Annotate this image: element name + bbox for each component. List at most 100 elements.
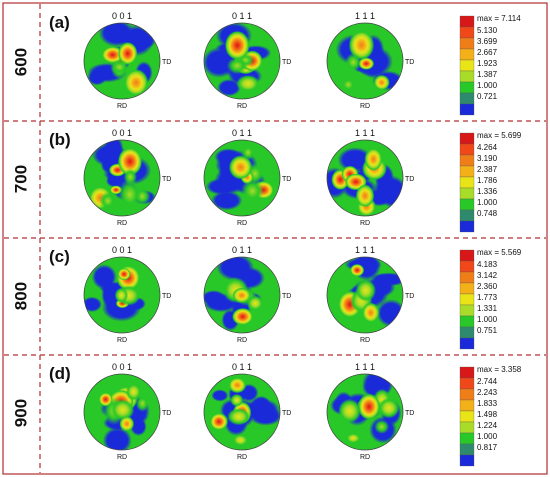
color-scale-swatch <box>459 92 475 105</box>
pole-figure-111: 1 1 1 TD RD <box>326 128 414 227</box>
pole-figure-001: 0 0 1 TD RD <box>83 362 171 461</box>
intensity-map <box>327 257 403 333</box>
pole-figure-outline <box>83 373 161 451</box>
legend-max-value: max = 3.358 <box>477 365 522 374</box>
color-scale-swatch <box>459 399 475 412</box>
td-axis-label: TD <box>282 410 291 417</box>
intensity-map <box>204 374 280 450</box>
color-scale-swatch <box>459 176 475 189</box>
color-scale-swatch <box>459 366 475 379</box>
td-axis-label: TD <box>162 59 171 66</box>
legend-level-value: 2.387 <box>477 165 498 174</box>
td-axis-label: TD <box>282 293 291 300</box>
row-600: 600 (a) 0 0 1 TD RD 0 1 1 TD RD 1 1 1 TD RD max = 7… <box>11 11 521 116</box>
pole-figure-outline <box>326 139 404 217</box>
pole-label: 0 1 1 <box>232 245 252 255</box>
color-scale-swatch <box>459 443 475 456</box>
color-scale-swatch <box>459 282 475 295</box>
legend-level-value: 5.130 <box>477 26 498 35</box>
pole-figure-011: 0 1 1 TD RD <box>203 128 291 227</box>
color-scale-swatch <box>459 326 475 339</box>
intensity-map <box>84 23 160 99</box>
color-scale-swatch <box>459 388 475 401</box>
intensity-map <box>84 374 160 450</box>
color-scale-swatch <box>459 103 475 116</box>
rd-axis-label: RD <box>360 103 370 110</box>
legend-level-value: 2.667 <box>477 48 498 57</box>
legend-level-value: 1.923 <box>477 59 498 68</box>
pole-figure-001: 0 0 1 TD RD <box>83 128 171 227</box>
color-scale-swatch <box>459 70 475 83</box>
row-700: 700 (b) 0 0 1 TD RD 0 1 1 TD RD 1 1 1 TD RD max = 5… <box>11 128 522 233</box>
color-scale-swatch <box>459 377 475 390</box>
color-scale-swatch <box>459 198 475 211</box>
pole-figure-outline <box>83 139 161 217</box>
color-scale-swatch <box>459 15 475 28</box>
pole-label: 1 1 1 <box>355 362 375 372</box>
rd-axis-label: RD <box>237 103 247 110</box>
legend-level-value: 2.744 <box>477 377 498 386</box>
rd-axis-label: RD <box>117 103 127 110</box>
pole-label: 1 1 1 <box>355 245 375 255</box>
rd-axis-label: RD <box>117 454 127 461</box>
legend-level-value: 1.224 <box>477 421 498 430</box>
temperature-label: 800 <box>11 282 30 310</box>
legend-level-value: 1.000 <box>477 432 498 441</box>
legend-max-value: max = 5.699 <box>477 131 522 140</box>
color-scale-swatch <box>459 143 475 156</box>
pole-figure-111: 1 1 1 TD RD <box>326 362 414 461</box>
legend-level-value: 1.331 <box>477 304 498 313</box>
pole-label: 0 0 1 <box>112 11 132 21</box>
pole-figure-outline <box>83 22 161 100</box>
intensity-map <box>84 257 160 333</box>
pole-label: 0 1 1 <box>232 128 252 138</box>
legend-level-value: 0.817 <box>477 443 498 452</box>
pole-figure-001: 0 0 1 TD RD <box>83 11 171 110</box>
color-scale-swatch <box>459 26 475 39</box>
panel-label: (b) <box>49 130 71 149</box>
color-scale-swatch <box>459 81 475 94</box>
rd-axis-label: RD <box>237 454 247 461</box>
pole-label: 1 1 1 <box>355 128 375 138</box>
color-scale-swatch <box>459 454 475 467</box>
legend-level-value: 1.786 <box>477 176 498 185</box>
color-scale-swatch <box>459 209 475 222</box>
legend-level-value: 2.360 <box>477 282 498 291</box>
legend-level-value: 0.751 <box>477 326 498 335</box>
intensity-map <box>204 140 280 216</box>
rd-axis-label: RD <box>117 337 127 344</box>
color-scale-legend: max = 7.114 5.130 3.699 2.667 1.923 1.387 1.00… <box>459 14 521 116</box>
td-axis-label: TD <box>162 410 171 417</box>
pole-label: 0 0 1 <box>112 128 132 138</box>
panel-label: (d) <box>49 364 71 383</box>
legend-level-value: 2.243 <box>477 388 498 397</box>
color-scale-legend: max = 5.569 4.183 3.142 2.360 1.773 1.331 1.00… <box>459 248 522 350</box>
pole-figure-001: 0 0 1 TD RD <box>83 245 171 344</box>
td-axis-label: TD <box>162 176 171 183</box>
pole-label: 0 1 1 <box>232 362 252 372</box>
td-axis-label: TD <box>405 59 414 66</box>
pole-label: 0 1 1 <box>232 11 252 21</box>
color-scale-swatch <box>459 293 475 306</box>
pole-figure-111: 1 1 1 TD RD <box>326 11 414 110</box>
td-axis-label: TD <box>282 59 291 66</box>
color-scale-swatch <box>459 249 475 262</box>
td-axis-label: TD <box>405 293 414 300</box>
color-scale-legend: max = 3.358 2.744 2.243 1.833 1.498 1.224 1.00… <box>459 365 522 467</box>
color-scale-swatch <box>459 260 475 273</box>
temperature-label: 600 <box>11 48 30 76</box>
color-scale-swatch <box>459 421 475 434</box>
rd-axis-label: RD <box>237 337 247 344</box>
rd-axis-label: RD <box>360 220 370 227</box>
rd-axis-label: RD <box>117 220 127 227</box>
color-scale-swatch <box>459 432 475 445</box>
intensity-map <box>204 23 280 99</box>
td-axis-label: TD <box>405 410 414 417</box>
intensity-map <box>84 140 160 216</box>
legend-level-value: 3.190 <box>477 154 498 163</box>
td-axis-label: TD <box>162 293 171 300</box>
color-scale-swatch <box>459 59 475 72</box>
pole-figure-outline <box>326 373 404 451</box>
